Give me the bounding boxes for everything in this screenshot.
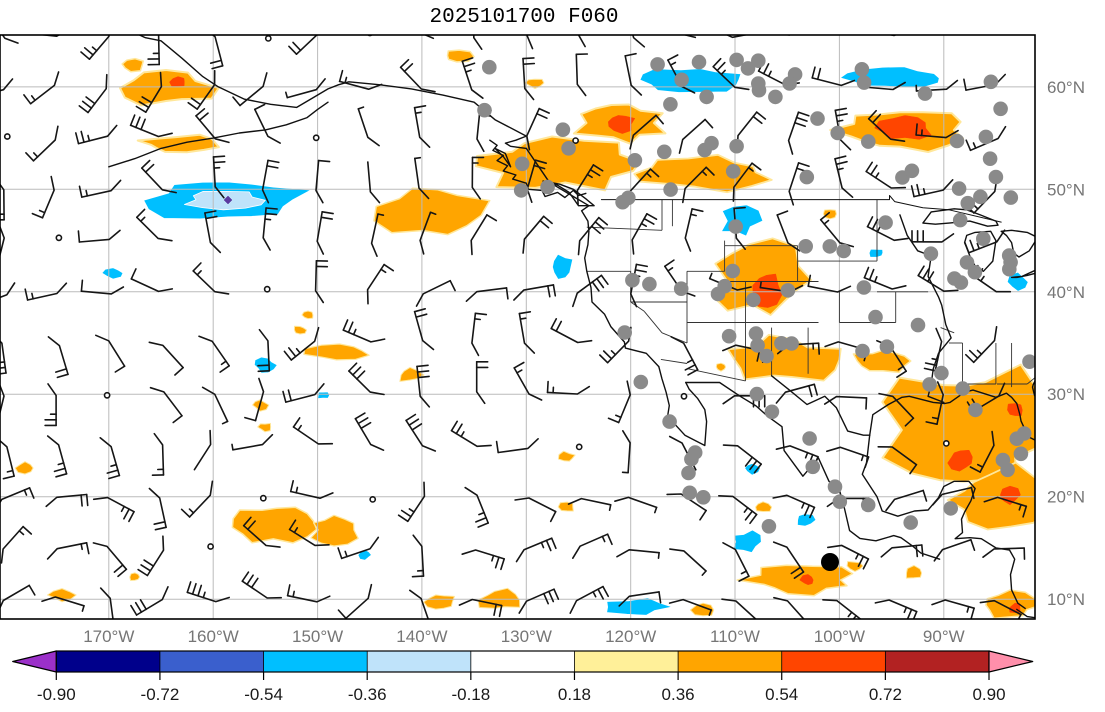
svg-text:-0.90: -0.90	[37, 685, 76, 704]
svg-text:-0.72: -0.72	[141, 685, 180, 704]
svg-text:-0.18: -0.18	[451, 685, 490, 704]
svg-text:170°W: 170°W	[83, 627, 134, 646]
svg-text:0.54: 0.54	[765, 685, 798, 704]
svg-text:100°W: 100°W	[814, 627, 865, 646]
svg-text:2025101700 F060: 2025101700 F060	[429, 6, 618, 29]
svg-text:110°W: 110°W	[710, 627, 760, 646]
svg-text:140°W: 140°W	[396, 627, 447, 646]
svg-text:160°W: 160°W	[188, 627, 239, 646]
svg-text:20°N: 20°N	[1047, 488, 1085, 507]
svg-text:120°W: 120°W	[605, 627, 656, 646]
svg-text:130°W: 130°W	[501, 627, 552, 646]
svg-text:150°W: 150°W	[292, 627, 343, 646]
svg-text:60°N: 60°N	[1047, 78, 1085, 97]
svg-text:30°N: 30°N	[1047, 385, 1085, 404]
svg-text:0.36: 0.36	[662, 685, 695, 704]
svg-text:-0.54: -0.54	[244, 685, 283, 704]
svg-text:-0.36: -0.36	[348, 685, 387, 704]
svg-text:90°W: 90°W	[923, 627, 965, 646]
svg-text:10°N: 10°N	[1047, 590, 1085, 609]
svg-text:0.18: 0.18	[558, 685, 591, 704]
svg-text:50°N: 50°N	[1047, 180, 1085, 199]
svg-text:40°N: 40°N	[1047, 283, 1085, 302]
svg-text:0.72: 0.72	[869, 685, 902, 704]
svg-text:0.90: 0.90	[972, 685, 1005, 704]
